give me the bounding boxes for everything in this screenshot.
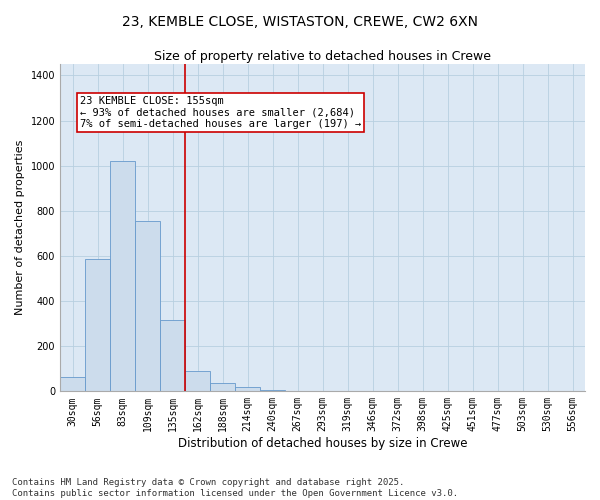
Bar [185, 371, 210, 392]
Bar [60, 376, 85, 392]
Text: Contains HM Land Registry data © Crown copyright and database right 2025.
Contai: Contains HM Land Registry data © Crown c… [12, 478, 458, 498]
Text: 23 KEMBLE CLOSE: 155sqm
← 93% of detached houses are smaller (2,684)
7% of semi-: 23 KEMBLE CLOSE: 155sqm ← 93% of detache… [80, 96, 361, 129]
Y-axis label: Number of detached properties: Number of detached properties [15, 140, 25, 316]
Bar [260, 390, 285, 392]
Bar [210, 383, 235, 392]
Bar [235, 388, 260, 392]
Bar [135, 221, 160, 392]
Text: 23, KEMBLE CLOSE, WISTASTON, CREWE, CW2 6XN: 23, KEMBLE CLOSE, WISTASTON, CREWE, CW2 … [122, 15, 478, 29]
Bar [85, 260, 110, 392]
X-axis label: Distribution of detached houses by size in Crewe: Distribution of detached houses by size … [178, 437, 467, 450]
Bar [110, 161, 135, 392]
Bar [160, 320, 185, 392]
Title: Size of property relative to detached houses in Crewe: Size of property relative to detached ho… [154, 50, 491, 63]
